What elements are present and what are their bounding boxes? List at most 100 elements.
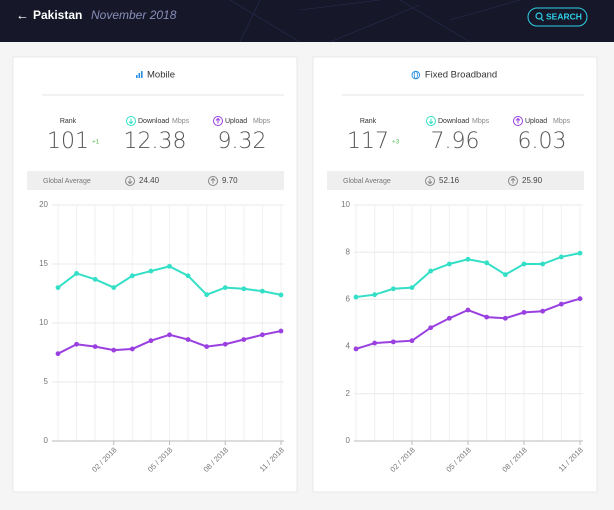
search-label[interactable]: SEARCH xyxy=(546,11,582,21)
data-point xyxy=(540,261,546,267)
upload-icon xyxy=(215,117,221,124)
download-label: Download xyxy=(438,118,469,125)
rank-change: +1 xyxy=(92,139,100,146)
y-tick-label: 2 xyxy=(346,389,351,398)
upload-icon xyxy=(508,176,518,186)
data-point xyxy=(353,346,359,352)
upload-label: Upload xyxy=(225,118,247,125)
rank-change: +3 xyxy=(392,139,400,146)
rank-value: 101 xyxy=(47,129,89,154)
upload-icon xyxy=(513,116,523,126)
upload-value: 9.32 xyxy=(218,129,267,154)
unit-label: Mbps xyxy=(472,118,490,125)
upload-icon xyxy=(213,116,223,126)
y-tick-label: 0 xyxy=(44,436,49,445)
data-point xyxy=(241,337,247,342)
upload-value: 6.03 xyxy=(518,129,567,154)
download-label: Download xyxy=(138,118,169,125)
global-average-bar xyxy=(327,171,584,190)
data-point xyxy=(390,286,396,292)
data-point xyxy=(558,254,564,260)
y-tick-label: 5 xyxy=(44,377,49,386)
y-tick-label: 6 xyxy=(346,295,351,304)
data-point xyxy=(74,341,79,347)
data-point xyxy=(222,341,228,347)
data-point xyxy=(465,256,471,262)
upload-icon xyxy=(210,177,216,184)
data-point xyxy=(204,292,210,298)
mobile-icon xyxy=(141,71,143,78)
header-bar xyxy=(0,0,614,42)
y-tick-label: 4 xyxy=(346,342,351,351)
data-point xyxy=(558,301,564,307)
y-tick-label: 10 xyxy=(39,318,48,327)
data-point xyxy=(428,268,434,274)
download-value: 7.96 xyxy=(431,129,480,154)
data-point xyxy=(222,285,228,290)
data-point xyxy=(484,260,490,266)
rank-label: Rank xyxy=(360,118,377,125)
search-button[interactable] xyxy=(527,7,588,27)
data-point xyxy=(241,286,247,292)
data-point xyxy=(129,346,135,352)
rank-value: 117 xyxy=(347,129,389,154)
upload-icon xyxy=(515,117,521,124)
data-point xyxy=(577,296,583,302)
global-download: 24.40 xyxy=(139,176,160,185)
data-point xyxy=(502,315,508,321)
y-tick-label: 8 xyxy=(346,247,351,256)
global-upload: 25.90 xyxy=(522,176,543,185)
y-tick-label: 20 xyxy=(39,200,48,209)
data-point xyxy=(484,314,490,320)
data-point xyxy=(372,292,378,298)
panel-title: Fixed Broadband xyxy=(425,70,497,81)
data-point xyxy=(185,273,191,279)
download-icon xyxy=(127,178,133,185)
download-icon xyxy=(128,118,134,125)
data-point xyxy=(446,315,452,321)
unit-label: Mbps xyxy=(172,118,190,125)
rank-label: Rank xyxy=(60,118,77,125)
data-point xyxy=(167,263,172,269)
data-point xyxy=(55,351,61,357)
data-point xyxy=(148,338,154,344)
unit-label: Mbps xyxy=(553,118,571,125)
upload-icon xyxy=(510,177,516,184)
back-arrow[interactable]: ← xyxy=(16,7,29,22)
global-label: Global Average xyxy=(343,178,391,185)
data-point xyxy=(521,261,527,267)
data-point xyxy=(521,309,527,315)
upload-label: Upload xyxy=(525,118,547,125)
data-point xyxy=(428,325,434,331)
data-point xyxy=(465,307,471,313)
data-point xyxy=(74,271,79,276)
download-value: 12.38 xyxy=(124,129,187,154)
data-point xyxy=(92,276,98,282)
data-point xyxy=(278,328,284,334)
search-icon xyxy=(540,18,544,22)
data-point xyxy=(260,332,265,338)
download-icon xyxy=(126,116,136,126)
header-mesh xyxy=(229,0,521,43)
download-icon xyxy=(125,176,135,186)
mobile-icon xyxy=(138,73,141,78)
data-point xyxy=(111,347,117,353)
data-point xyxy=(577,250,583,256)
data-point xyxy=(502,272,508,278)
download-icon xyxy=(426,116,436,126)
data-point xyxy=(372,340,378,346)
panel xyxy=(12,56,298,493)
download-icon xyxy=(428,118,434,125)
country: Pakistan xyxy=(33,8,82,22)
download-icon xyxy=(427,178,433,185)
global-label: Global Average xyxy=(43,178,91,185)
data-point xyxy=(129,273,135,279)
globe-icon xyxy=(413,70,418,80)
date: November 2018 xyxy=(91,8,177,22)
data-point xyxy=(446,261,452,267)
global-download: 52.16 xyxy=(439,176,460,185)
download-icon xyxy=(425,176,435,186)
global-average-bar xyxy=(27,171,284,190)
